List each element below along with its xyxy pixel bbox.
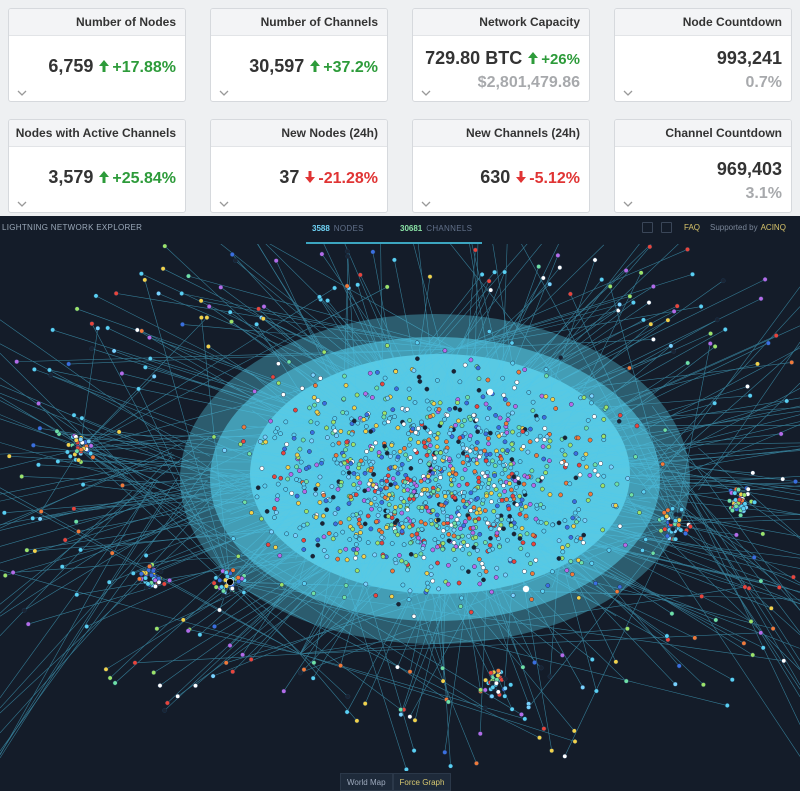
card-change: +26% <box>528 51 580 68</box>
tab-world-map[interactable]: World Map <box>340 773 393 791</box>
card-change-text: -5.12% <box>529 170 580 187</box>
arrow-up-icon <box>99 171 110 183</box>
save-icon[interactable] <box>642 222 653 233</box>
nodes-tab[interactable]: 3588 NODES <box>312 224 364 233</box>
card-title: Number of Nodes <box>9 9 185 36</box>
card-new-nodes[interactable]: New Nodes (24h) 37 -21.28% <box>210 119 388 213</box>
arrow-up-icon <box>528 52 539 64</box>
card-subvalue: $2,801,479.86 <box>477 74 580 91</box>
card-title: Number of Channels <box>211 9 387 36</box>
chevron-down-icon[interactable] <box>421 89 431 97</box>
card-change: +25.84% <box>99 170 176 188</box>
channels-label: CHANNELS <box>426 224 473 233</box>
tab-underline <box>306 242 482 244</box>
explorer-brand: LIGHTNING NETWORK EXPLORER <box>2 223 143 232</box>
nodes-count: 3588 <box>312 224 330 233</box>
card-node-countdown[interactable]: Node Countdown 993,241 0.7% <box>614 8 792 102</box>
card-value: 969,403 <box>716 159 782 179</box>
card-title: Network Capacity <box>413 9 589 36</box>
card-channel-countdown[interactable]: Channel Countdown 969,403 3.1% <box>614 119 792 213</box>
card-change-text: +25.84% <box>112 170 176 187</box>
card-change: -5.12% <box>516 170 580 188</box>
chevron-down-icon[interactable] <box>623 89 633 97</box>
card-change-text: +26% <box>541 51 580 68</box>
card-title: New Nodes (24h) <box>211 120 387 147</box>
supported-by-label: Supported by <box>710 223 758 232</box>
supported-by: Supported by ACINQ <box>710 223 786 232</box>
card-network-capacity[interactable]: Network Capacity 729.80 BTC +26% $2,801,… <box>412 8 590 102</box>
sponsor-link[interactable]: ACINQ <box>760 223 786 232</box>
network-explorer: LIGHTNING NETWORK EXPLORER 3588 NODES 306… <box>0 216 800 791</box>
chevron-down-icon[interactable] <box>421 200 431 208</box>
explorer-topbar: LIGHTNING NETWORK EXPLORER 3588 NODES 306… <box>0 216 800 244</box>
view-tabs: World Map Force Graph <box>340 773 452 791</box>
card-change-text: +37.2% <box>323 59 378 76</box>
card-new-channels[interactable]: New Channels (24h) 630 -5.12% <box>412 119 590 213</box>
card-value: 3,579 <box>48 167 94 187</box>
nodes-label: NODES <box>333 224 364 233</box>
card-subvalue: 0.7% <box>745 74 782 91</box>
card-title: Node Countdown <box>615 9 791 36</box>
arrow-up-icon <box>310 60 321 72</box>
card-title: New Channels (24h) <box>413 120 589 147</box>
arrow-down-icon <box>516 171 527 183</box>
arrow-down-icon <box>305 171 316 183</box>
card-title: Nodes with Active Channels <box>9 120 185 147</box>
card-change: +37.2% <box>310 59 378 77</box>
card-change: +17.88% <box>99 59 176 77</box>
chevron-down-icon[interactable] <box>17 89 27 97</box>
graph-nodes <box>1 244 798 771</box>
graph-edges <box>0 244 800 770</box>
card-change: -21.28% <box>305 170 378 188</box>
arrow-up-icon <box>99 60 110 72</box>
card-title: Channel Countdown <box>615 120 791 147</box>
card-change-text: -21.28% <box>318 170 378 187</box>
faq-link[interactable]: FAQ <box>684 223 701 232</box>
chevron-down-icon[interactable] <box>219 200 229 208</box>
force-graph[interactable] <box>0 244 800 771</box>
card-subvalue: 3.1% <box>745 185 782 202</box>
card-change-text: +17.88% <box>112 59 176 76</box>
card-value: 993,241 <box>716 48 782 68</box>
card-value: 6,759 <box>48 56 94 76</box>
fullscreen-icon[interactable] <box>661 222 672 233</box>
card-number-of-channels[interactable]: Number of Channels 30,597 +37.2% <box>210 8 388 102</box>
channels-count: 30681 <box>400 224 423 233</box>
tab-force-graph[interactable]: Force Graph <box>392 773 452 791</box>
chevron-down-icon[interactable] <box>219 89 229 97</box>
channels-tab[interactable]: 30681 CHANNELS <box>400 224 472 233</box>
card-value: 37 <box>279 167 300 187</box>
chevron-down-icon[interactable] <box>17 200 27 208</box>
stats-dashboard: Number of Nodes 6,759 +17.88% Number of … <box>0 0 800 216</box>
chevron-down-icon[interactable] <box>623 200 633 208</box>
card-nodes-active-channels[interactable]: Nodes with Active Channels 3,579 +25.84% <box>8 119 186 213</box>
card-value: 630 <box>480 167 511 187</box>
card-value: 30,597 <box>249 56 305 76</box>
card-number-of-nodes[interactable]: Number of Nodes 6,759 +17.88% <box>8 8 186 102</box>
card-value: 729.80 BTC <box>425 48 523 68</box>
